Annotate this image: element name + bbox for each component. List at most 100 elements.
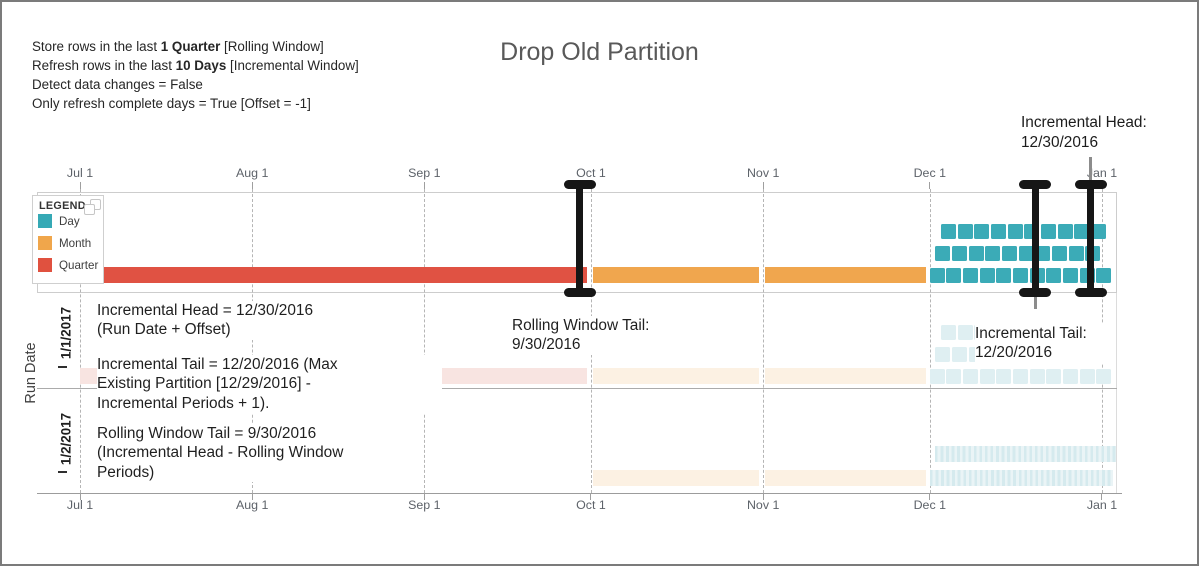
x-axis-label-top: Nov 1 <box>746 166 780 180</box>
x-axis-tick-top <box>79 182 81 189</box>
month-partition-bar-faded <box>592 368 760 384</box>
day-partition-square <box>952 245 968 261</box>
x-axis-tick-top <box>423 182 425 189</box>
legend-swatch-quarter <box>38 258 52 272</box>
day-partition-square-faded <box>957 324 973 340</box>
legend-label: Month <box>59 237 92 250</box>
x-axis-label-bottom: Aug 1 <box>235 498 269 512</box>
x-axis-tick-bottom <box>79 493 81 500</box>
day-partition-square-faded <box>1096 368 1112 384</box>
day-partition-square <box>1090 223 1106 239</box>
month-gridline <box>763 189 765 493</box>
day-partition-square <box>1052 245 1067 261</box>
month-partition-bar <box>592 267 760 283</box>
day-partition-square <box>929 267 945 283</box>
x-axis-label-top: Sep 1 <box>408 166 441 180</box>
x-axis-label-top: Oct 1 <box>576 166 606 180</box>
day-partition-square-faded <box>963 368 979 384</box>
day-partition-square-faded <box>952 346 968 362</box>
rolling-window-tail-marker <box>563 180 596 297</box>
day-partition-square <box>1002 245 1017 261</box>
day-partition-square-faded <box>1013 368 1029 384</box>
day-partition-strip-faded <box>929 470 1114 486</box>
config-bold-segment: 10 Days <box>175 58 227 73</box>
annotation-incremental-head-calc: Incremental Head = 12/30/2016 (Run Date … <box>97 301 317 340</box>
day-partition-square <box>1096 267 1112 283</box>
incremental-head-marker <box>1074 180 1107 297</box>
day-partition-square <box>985 245 1001 261</box>
day-partition-square <box>1040 223 1056 239</box>
config-line-complete-days: Only refresh complete days = True [Offse… <box>32 94 359 113</box>
day-partition-square <box>1013 267 1029 283</box>
day-partition-square <box>957 223 973 239</box>
annotation-rolling-window-tail-marker: Rolling Window Tail: 9/30/2016 <box>512 316 653 355</box>
copy-icon-front-square <box>84 204 95 215</box>
config-text-segment: Detect data changes = False <box>32 77 203 92</box>
legend-swatch-month <box>38 236 52 250</box>
month-gridline <box>252 189 254 493</box>
incremental-head-marker-part <box>1074 288 1107 297</box>
legend-panel: LEGEND Day Month Quarter <box>32 195 104 284</box>
day-partition-square-faded <box>940 324 956 340</box>
month-partition-bar-faded <box>765 368 926 384</box>
x-axis-tick-bottom <box>590 493 592 500</box>
x-axis-tick-bottom <box>423 493 425 500</box>
config-text-segment: Store rows in the last <box>32 39 161 54</box>
config-text-segment: Only refresh complete days = True [Offse… <box>32 96 311 111</box>
legend-swatch-day <box>38 214 52 228</box>
copy-icon[interactable] <box>83 198 101 216</box>
day-partition-square <box>974 223 990 239</box>
day-partition-square <box>1074 223 1090 239</box>
x-axis-label-top: Aug 1 <box>235 166 269 180</box>
x-axis-tick-bottom <box>251 493 253 500</box>
legend-label: Quarter <box>59 259 99 272</box>
day-partition-square-faded <box>1029 368 1045 384</box>
rolling-window-tail-marker-part <box>576 184 584 293</box>
legend-title: LEGEND <box>39 200 86 212</box>
annotation-incremental-tail-marker: Incremental Tail: 12/20/2016 <box>975 324 1115 363</box>
config-text-segment: [Incremental Window] <box>226 58 359 73</box>
month-gridline <box>80 189 81 493</box>
day-partition-square <box>935 245 951 261</box>
day-partition-square-faded <box>929 368 945 384</box>
config-line-rolling-window: Store rows in the last 1 Quarter [Rollin… <box>32 37 359 56</box>
incremental-tail-marker-part <box>1019 288 1052 297</box>
x-axis-label-top: Jul 1 <box>66 166 94 180</box>
annotation-incremental-tail-calc: Incremental Tail = 12/20/2016 (Max Exist… <box>97 355 442 414</box>
x-axis-tick-top <box>929 182 931 189</box>
run-row-separator <box>37 388 1117 389</box>
x-axis-tick-top <box>762 182 764 189</box>
day-partition-square-faded <box>1063 368 1079 384</box>
rolling-window-tail-marker-part <box>563 288 596 297</box>
config-bold-segment: 1 Quarter <box>160 39 221 54</box>
month-partition-bar-faded <box>592 470 760 486</box>
incremental-head-marker-part <box>1087 184 1095 293</box>
day-partition-square <box>1046 267 1062 283</box>
config-text-block: Store rows in the last 1 Quarter [Rollin… <box>32 37 359 113</box>
day-partition-square-faded <box>935 346 951 362</box>
x-axis-tick-bottom <box>929 493 931 500</box>
incremental-tail-marker <box>1019 180 1052 297</box>
day-partition-square <box>1057 223 1073 239</box>
plot-right-boundary <box>1116 293 1117 493</box>
x-axis-label-bottom: Sep 1 <box>408 498 441 512</box>
x-axis-tick-bottom <box>762 493 764 500</box>
day-partition-square-faded <box>979 368 995 384</box>
day-partition-strip-faded <box>935 446 1116 462</box>
config-text-segment: Refresh rows in the last <box>32 58 176 73</box>
run-date-row-tick <box>58 366 67 368</box>
incremental-head-pointer <box>1089 157 1093 190</box>
incremental-tail-marker-part <box>1031 184 1039 293</box>
day-partition-square-faded <box>946 368 962 384</box>
run-date-row-tick <box>58 471 67 473</box>
x-axis-label-bottom: Nov 1 <box>746 498 780 512</box>
run-date-row-label-1: 1/1/2017 <box>58 306 74 360</box>
run-date-row-label-2: 1/2/2017 <box>58 412 74 466</box>
day-partition-square-faded <box>996 368 1012 384</box>
month-gridline <box>424 189 426 493</box>
day-partition-square-faded <box>1046 368 1062 384</box>
day-partition-square <box>979 267 995 283</box>
day-partition-square <box>940 223 956 239</box>
day-partition-square <box>996 267 1012 283</box>
